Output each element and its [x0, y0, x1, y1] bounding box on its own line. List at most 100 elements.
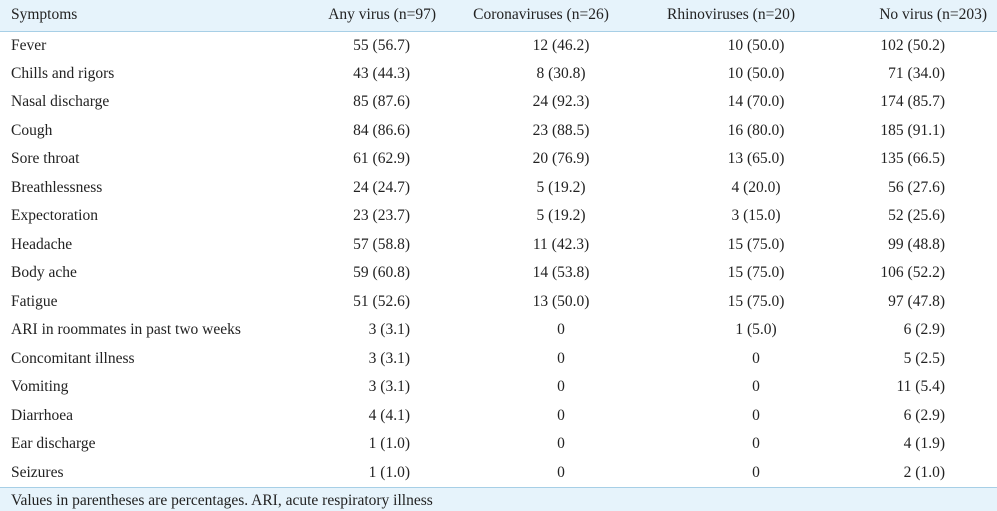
- cell-coronaviruses: 0: [557, 406, 565, 424]
- footnote: Values in parentheses are percentages. A…: [0, 486, 997, 511]
- header-row: Symptoms Any virus (n=97) Coronaviruses …: [0, 0, 997, 32]
- cell-no-virus: 106 (52.2): [880, 264, 945, 282]
- header-any-virus: Any virus (n=97): [268, 0, 446, 32]
- cell-coronaviruses: 0: [557, 463, 565, 481]
- cell-symptom: Nasal discharge: [11, 93, 110, 111]
- cell-coronaviruses: 23 (88.5): [532, 121, 590, 139]
- footnote-row: Values in parentheses are percentages. A…: [0, 486, 997, 511]
- cell-rhinoviruses: 1 (5.0): [735, 321, 777, 339]
- cell-no-virus: 97 (47.8): [888, 292, 945, 310]
- cell-any-virus: 1 (1.0): [368, 463, 410, 481]
- cell-coronaviruses: 5 (19.2): [536, 178, 586, 196]
- cell-rhinoviruses: 0: [752, 406, 760, 424]
- cell-rhinoviruses: 4 (20.0): [731, 178, 781, 196]
- cell-any-virus: 4 (4.1): [368, 406, 410, 424]
- cell-rhinoviruses: 15 (75.0): [727, 235, 785, 253]
- cell-any-virus: 23 (23.7): [353, 207, 410, 225]
- cell-symptom: Sore throat: [11, 150, 80, 168]
- table-row: Seizures 1 (1.0) 0 0 2 (1.0): [0, 459, 997, 488]
- cell-coronaviruses: 12 (46.2): [532, 36, 590, 54]
- cell-any-virus: 85 (87.6): [353, 93, 410, 111]
- cell-any-virus: 43 (44.3): [353, 64, 410, 82]
- cell-any-virus: 55 (56.7): [353, 36, 410, 54]
- cell-any-virus: 51 (52.6): [353, 292, 410, 310]
- table-body: Fever 55 (56.7) 12 (46.2) 10 (50.0) 102 (50.…: [0, 31, 997, 487]
- cell-coronaviruses: 8 (30.8): [536, 64, 586, 82]
- cell-symptom: Fever: [11, 36, 47, 54]
- cell-no-virus: 52 (25.6): [888, 207, 945, 225]
- cell-no-virus: 174 (85.7): [880, 93, 945, 111]
- cell-no-virus: 11 (5.4): [896, 378, 946, 396]
- cell-coronaviruses: 14 (53.8): [532, 264, 590, 282]
- cell-no-virus: 185 (91.1): [880, 121, 945, 139]
- header-no-virus: No virus (n=203): [826, 0, 997, 32]
- cell-any-virus: 1 (1.0): [368, 435, 410, 453]
- cell-coronaviruses: 24 (92.3): [532, 93, 590, 111]
- table-row: Fatigue 51 (52.6) 13 (50.0) 15 (75.0) 97 (47…: [0, 288, 997, 317]
- table-row: Body ache 59 (60.8) 14 (53.8) 15 (75.0) 106 …: [0, 259, 997, 288]
- cell-no-virus: 6 (2.9): [903, 321, 945, 339]
- cell-no-virus: 56 (27.6): [888, 178, 945, 196]
- cell-symptom: ARI in roommates in past two weeks: [11, 321, 241, 339]
- cell-symptom: Fatigue: [11, 292, 58, 310]
- cell-no-virus: 4 (1.9): [903, 435, 945, 453]
- table-row: Breathlessness 24 (24.7) 5 (19.2) 4 (20.0) 5…: [0, 174, 997, 203]
- cell-no-virus: 2 (1.0): [903, 463, 945, 481]
- cell-symptom: Seizures: [11, 463, 64, 481]
- table-row: Vomiting 3 (3.1) 0 0 11 (5.4): [0, 373, 997, 402]
- cell-symptom: Body ache: [11, 264, 77, 282]
- header-symptoms: Symptoms: [0, 0, 268, 32]
- cell-rhinoviruses: 14 (70.0): [727, 93, 785, 111]
- cell-symptom: Cough: [11, 121, 53, 139]
- cell-symptom: Chills and rigors: [11, 64, 115, 82]
- cell-coronaviruses: 0: [557, 349, 565, 367]
- cell-any-virus: 3 (3.1): [368, 321, 410, 339]
- table-row: Concomitant illness 3 (3.1) 0 0 5 (2.5): [0, 345, 997, 374]
- cell-symptom: Concomitant illness: [11, 349, 135, 367]
- cell-symptom: Breathlessness: [11, 178, 103, 196]
- table-row: Fever 55 (56.7) 12 (46.2) 10 (50.0) 102 (50.…: [0, 31, 997, 60]
- cell-coronaviruses: 11 (42.3): [532, 235, 590, 253]
- cell-rhinoviruses: 16 (80.0): [727, 121, 785, 139]
- table-row: Chills and rigors 43 (44.3) 8 (30.8) 10 (50…: [0, 60, 997, 89]
- cell-symptom: Ear discharge: [11, 435, 96, 453]
- cell-any-virus: 3 (3.1): [368, 378, 410, 396]
- cell-any-virus: 61 (62.9): [353, 150, 410, 168]
- cell-rhinoviruses: 0: [752, 435, 760, 453]
- cell-rhinoviruses: 13 (65.0): [727, 150, 785, 168]
- cell-symptom: Headache: [11, 235, 73, 253]
- cell-coronaviruses: 5 (19.2): [536, 207, 586, 225]
- table-row: Cough 84 (86.6) 23 (88.5) 16 (80.0) 185 (91.…: [0, 117, 997, 146]
- header-rhinoviruses: Rhinoviruses (n=20): [636, 0, 826, 32]
- cell-any-virus: 59 (60.8): [353, 264, 410, 282]
- cell-coronaviruses: 20 (76.9): [532, 150, 590, 168]
- cell-any-virus: 84 (86.6): [353, 121, 410, 139]
- cell-symptom: Diarrhoea: [11, 406, 73, 424]
- cell-rhinoviruses: 3 (15.0): [731, 207, 781, 225]
- cell-any-virus: 24 (24.7): [353, 178, 410, 196]
- cell-coronaviruses: 13 (50.0): [532, 292, 590, 310]
- cell-rhinoviruses: 0: [752, 378, 760, 396]
- table-row: Ear discharge 1 (1.0) 0 0 4 (1.9): [0, 430, 997, 459]
- cell-no-virus: 99 (48.8): [888, 235, 945, 253]
- cell-symptom: Expectoration: [11, 207, 98, 225]
- cell-rhinoviruses: 0: [752, 349, 760, 367]
- cell-any-virus: 3 (3.1): [368, 349, 410, 367]
- cell-rhinoviruses: 15 (75.0): [727, 264, 785, 282]
- cell-no-virus: 102 (50.2): [880, 36, 945, 54]
- cell-symptom: Vomiting: [11, 378, 69, 396]
- cell-no-virus: 71 (34.0): [888, 64, 945, 82]
- cell-rhinoviruses: 10 (50.0): [727, 36, 785, 54]
- table-row: Headache 57 (58.8) 11 (42.3) 15 (75.0) 99 (4…: [0, 231, 997, 260]
- table-row: Diarrhoea 4 (4.1) 0 0 6 (2.9): [0, 402, 997, 431]
- cell-any-virus: 57 (58.8): [353, 235, 410, 253]
- cell-coronaviruses: 0: [557, 378, 565, 396]
- table-header: Symptoms Any virus (n=97) Coronaviruses …: [0, 0, 997, 32]
- cell-rhinoviruses: 15 (75.0): [727, 292, 785, 310]
- header-coronaviruses: Coronaviruses (n=26): [446, 0, 636, 32]
- table-row: ARI in roommates in past two weeks 3 (3.1…: [0, 316, 997, 345]
- cell-rhinoviruses: 10 (50.0): [727, 64, 785, 82]
- table-footer: Values in parentheses are percentages. A…: [0, 486, 997, 511]
